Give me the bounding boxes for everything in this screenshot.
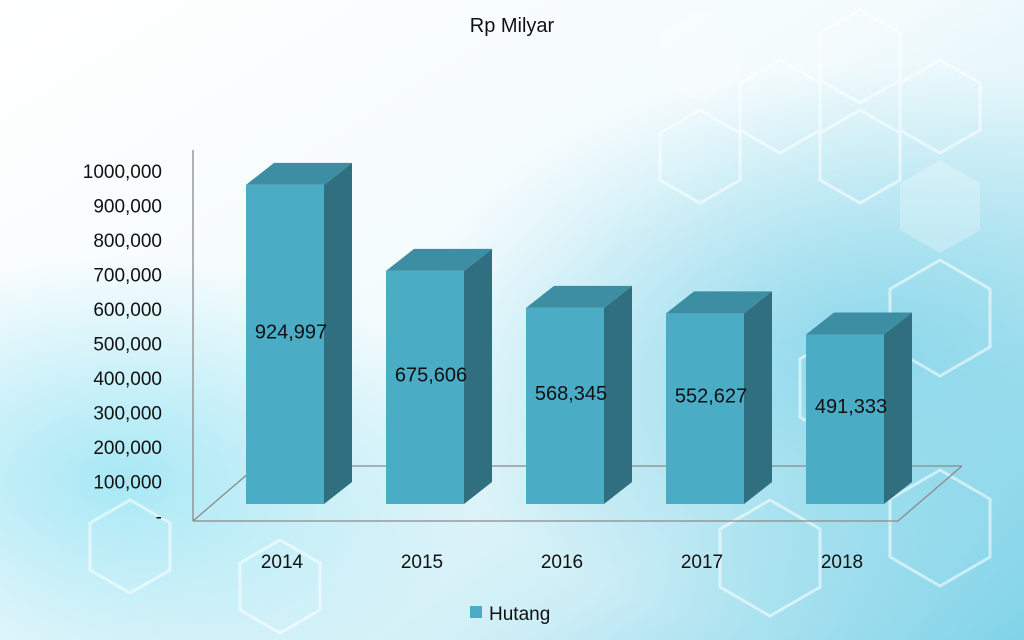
- y-tick-label: 300,000: [93, 404, 162, 425]
- bar-front: [526, 307, 604, 504]
- bar-2018: 491,333: [806, 312, 912, 504]
- legend: Hutang: [470, 604, 550, 625]
- bar-side: [744, 291, 772, 504]
- y-axis-ticks: - 100,000 200,000 300,000 400,000 500,000 600,…: [83, 162, 162, 528]
- x-tick-label: 2016: [541, 552, 583, 573]
- y-tick-label: 900,000: [93, 197, 162, 218]
- bar-front: [386, 270, 464, 504]
- y-tick-label: 500,000: [93, 335, 162, 356]
- x-tick-label: 2015: [401, 552, 443, 573]
- chart-title: Rp Milyar: [470, 15, 555, 37]
- bar-series: 924,997 675,606 568,345 552,627 491,333: [246, 162, 912, 504]
- legend-swatch: [470, 606, 482, 618]
- bar-top: [526, 285, 632, 308]
- bar-front: [246, 184, 324, 504]
- bar-top: [666, 291, 772, 314]
- bar-side: [604, 285, 632, 504]
- y-tick-label: 600,000: [93, 300, 162, 321]
- data-label: 568,345: [535, 383, 607, 405]
- data-label: 491,333: [815, 396, 887, 418]
- x-tick-label: 2017: [681, 552, 723, 573]
- bar-2015: 675,606: [386, 248, 492, 504]
- y-tick-label: -: [156, 507, 162, 528]
- x-axis-labels: 2014 2015 2016 2017 2018: [261, 552, 863, 573]
- legend-label: Hutang: [489, 604, 550, 625]
- data-label: 924,997: [255, 321, 327, 343]
- bar-side: [324, 162, 352, 504]
- data-label: 552,627: [675, 386, 747, 408]
- bar-front: [666, 313, 744, 504]
- y-tick-label: 700,000: [93, 266, 162, 287]
- y-tick-label: 800,000: [93, 231, 162, 252]
- y-tick-label: 1000,000: [83, 162, 162, 183]
- bar-top: [246, 162, 352, 185]
- bar-2017: 552,627: [666, 291, 772, 504]
- bar-top: [386, 248, 492, 271]
- y-tick-label: 200,000: [93, 438, 162, 459]
- y-tick-label: 400,000: [93, 369, 162, 390]
- bar-2014: 924,997: [246, 162, 352, 504]
- x-tick-label: 2018: [821, 552, 863, 573]
- x-tick-label: 2014: [261, 552, 304, 573]
- bar-top: [806, 312, 912, 335]
- y-tick-label: 100,000: [93, 473, 162, 494]
- bar-side: [884, 312, 912, 504]
- bar-side: [464, 248, 492, 504]
- data-label: 675,606: [395, 364, 467, 386]
- bar-front: [806, 334, 884, 504]
- bar-2016: 568,345: [526, 285, 632, 504]
